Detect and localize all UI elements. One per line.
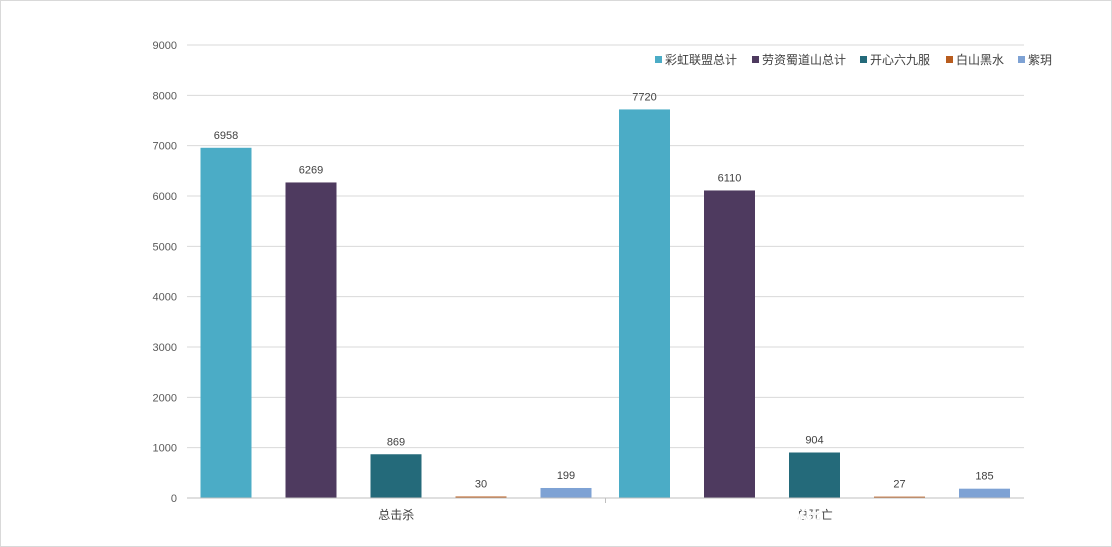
bar [789, 452, 840, 498]
legend-label: 劳资蜀道山总计 [762, 53, 846, 67]
data-label: 185 [975, 471, 993, 483]
y-tick-label: 1000 [153, 443, 177, 455]
y-tick-label: 9000 [153, 40, 177, 52]
legend-swatch [752, 56, 759, 63]
legend-label: 白山黑水 [956, 52, 1004, 67]
legend-label: 开心六九服 [870, 53, 930, 67]
legend-swatch [1018, 56, 1025, 63]
y-tick-label: 5000 [153, 241, 177, 253]
y-axis: 0 1000 2000 3000 4000 5000 6000 7000 8000 9000 [153, 40, 177, 505]
data-label: 6958 [214, 130, 238, 142]
category-label: 总死亡 [797, 508, 833, 522]
legend-label: 紫玥 [1028, 53, 1052, 67]
data-label: 6269 [299, 164, 323, 176]
bar [540, 487, 592, 498]
data-label: 30 [475, 478, 487, 490]
bar [455, 496, 507, 498]
data-label: 6110 [718, 172, 742, 184]
data-label: 27 [893, 479, 905, 491]
data-label: 869 [387, 436, 405, 448]
bar [704, 190, 755, 499]
bar-series [200, 109, 1010, 499]
watermark-text: 大神 @军机处-思念 [764, 500, 1022, 534]
bar [285, 182, 337, 498]
x-axis: 总击杀 总死亡 [187, 497, 1024, 522]
bar [874, 496, 925, 498]
data-label: 7720 [632, 91, 656, 103]
legend-label: 彩虹联盟总计 [665, 53, 737, 67]
y-tick-label: 6000 [153, 191, 177, 203]
data-labels: 6958 7720 6269 6110 869 904 30 27 199 185 [214, 91, 994, 490]
y-tick-label: 8000 [153, 90, 177, 102]
legend-swatch [946, 56, 953, 63]
y-tick-label: 3000 [153, 342, 177, 354]
bar [619, 109, 670, 498]
legend: 彩虹联盟总计 劳资蜀道山总计 开心六九服 白山黑水 紫玥 [655, 52, 1052, 67]
category-label: 总击杀 [378, 507, 414, 522]
legend-swatch [860, 56, 867, 63]
y-tick-label: 7000 [153, 141, 177, 153]
bar [200, 147, 252, 498]
y-tick-label: 0 [171, 493, 177, 505]
bar [959, 488, 1010, 498]
y-tick-label: 4000 [153, 292, 177, 304]
legend-swatch [655, 56, 662, 63]
data-label: 199 [557, 470, 575, 482]
data-label: 904 [805, 434, 823, 446]
bar [370, 454, 422, 498]
y-tick-label: 2000 [153, 392, 177, 404]
